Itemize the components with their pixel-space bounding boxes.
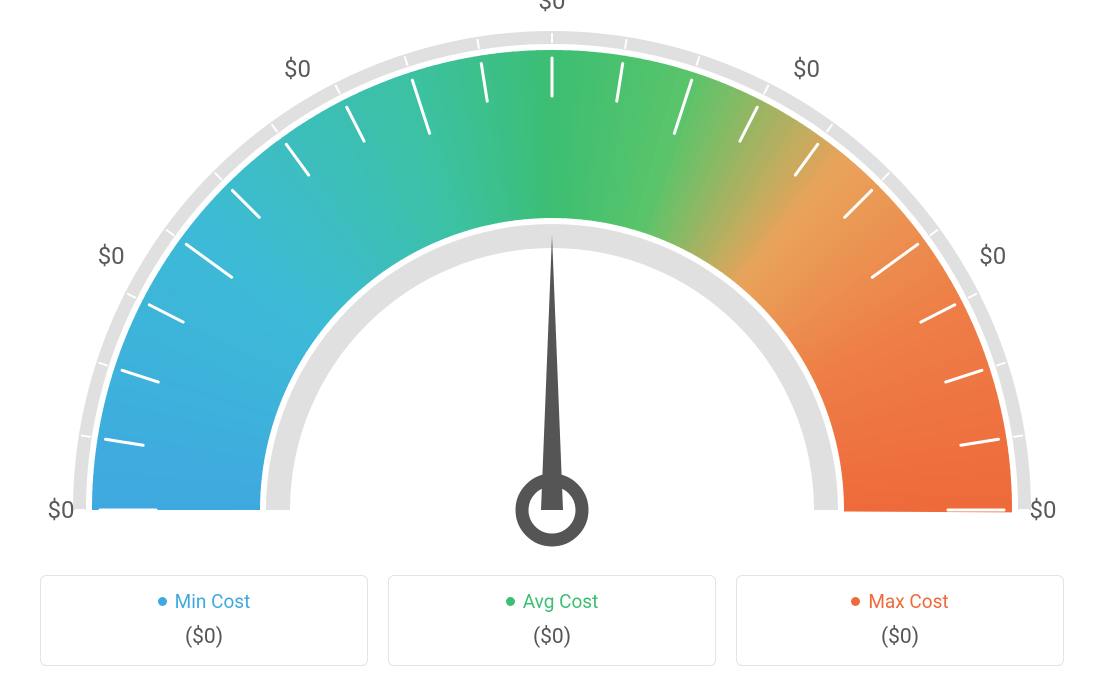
gauge-chart: $0 $0 $0 $0 $0 $0 $0	[0, 0, 1104, 560]
gauge-scale-label: $0	[1030, 496, 1057, 524]
gauge-scale-label: $0	[979, 242, 1006, 270]
legend-label-max: Max Cost	[868, 590, 948, 613]
legend-value-avg: ($0)	[399, 625, 705, 649]
legend-value-max: ($0)	[747, 625, 1053, 649]
legend-dot-max	[851, 597, 860, 606]
legend-card-max: Max Cost ($0)	[736, 575, 1064, 666]
legend-label-avg: Avg Cost	[523, 590, 599, 613]
gauge-scale-label: $0	[793, 55, 820, 83]
gauge-scale-label: $0	[284, 55, 311, 83]
legend-value-min: ($0)	[51, 625, 357, 649]
legend-dot-min	[158, 597, 167, 606]
legend-dot-avg	[506, 597, 515, 606]
gauge-scale-label: $0	[98, 242, 125, 270]
legend-row: Min Cost ($0) Avg Cost ($0) Max Cost ($0…	[40, 575, 1064, 666]
legend-card-min: Min Cost ($0)	[40, 575, 368, 666]
gauge-scale-label: $0	[539, 0, 566, 15]
legend-label-min: Min Cost	[175, 590, 251, 613]
gauge-scale-label: $0	[48, 496, 75, 524]
legend-card-avg: Avg Cost ($0)	[388, 575, 716, 666]
